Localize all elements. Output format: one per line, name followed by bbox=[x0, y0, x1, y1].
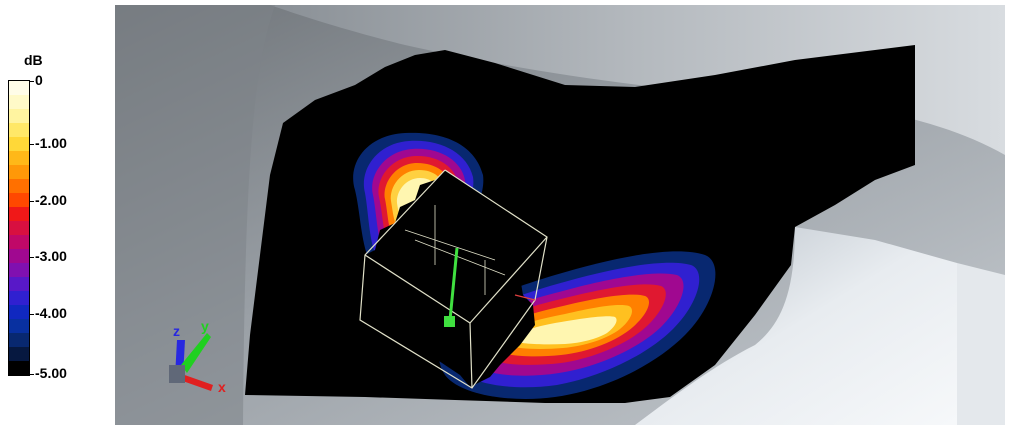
field-contour bbox=[511, 316, 617, 345]
color-swatch bbox=[9, 123, 29, 137]
color-swatch bbox=[9, 109, 29, 123]
color-swatch bbox=[9, 319, 29, 333]
color-swatch bbox=[9, 165, 29, 179]
field-render[interactable]: z y x bbox=[115, 5, 1005, 425]
legend-tick-label: -4.00 bbox=[30, 306, 67, 320]
right-lower-surface bbox=[957, 263, 1005, 425]
probe-marker[interactable] bbox=[444, 316, 455, 327]
axis-x-arrow bbox=[177, 373, 213, 391]
color-swatch bbox=[9, 137, 29, 151]
legend-tick-label: -2.00 bbox=[30, 193, 67, 207]
color-swatch bbox=[9, 347, 29, 361]
device-wireframe bbox=[359, 169, 548, 389]
axis-y-arrow bbox=[181, 333, 211, 373]
color-swatch bbox=[9, 291, 29, 305]
top-curved-surface bbox=[270, 5, 1005, 155]
probe-line bbox=[448, 247, 459, 321]
legend-unit-label: dB bbox=[24, 52, 43, 68]
color-swatch bbox=[9, 179, 29, 193]
3d-viewport[interactable]: z y x bbox=[115, 5, 1005, 425]
legend-tick-label: -1.00 bbox=[30, 136, 67, 150]
colorbar-legend: dB 0 -1.00 -2.00 -3.00 -4.00 -5.00 bbox=[0, 0, 113, 426]
color-swatch bbox=[9, 221, 29, 235]
device-model bbox=[360, 170, 535, 387]
axis-triad: z y x bbox=[169, 318, 226, 395]
color-swatch bbox=[9, 277, 29, 291]
legend-tick-label: -3.00 bbox=[30, 249, 67, 263]
axis-origin bbox=[169, 365, 185, 383]
color-swatch bbox=[9, 249, 29, 263]
right-white-surface bbox=[635, 227, 957, 425]
color-swatch bbox=[9, 361, 29, 375]
legend-tick-label: -5.00 bbox=[30, 366, 67, 380]
color-swatch bbox=[9, 333, 29, 347]
color-swatch bbox=[9, 95, 29, 109]
color-swatch bbox=[9, 263, 29, 277]
color-scale-bar bbox=[8, 80, 30, 376]
axis-y-label: y bbox=[201, 318, 209, 334]
color-swatch bbox=[9, 207, 29, 221]
color-swatch bbox=[9, 151, 29, 165]
color-swatch bbox=[9, 81, 29, 95]
left-dark-surface bbox=[115, 5, 275, 425]
legend-tick-label: 0 bbox=[30, 73, 43, 87]
color-swatch bbox=[9, 305, 29, 319]
axis-z-label: z bbox=[173, 323, 180, 339]
axis-x-label: x bbox=[218, 379, 226, 395]
color-swatch bbox=[9, 193, 29, 207]
color-swatch bbox=[9, 235, 29, 249]
